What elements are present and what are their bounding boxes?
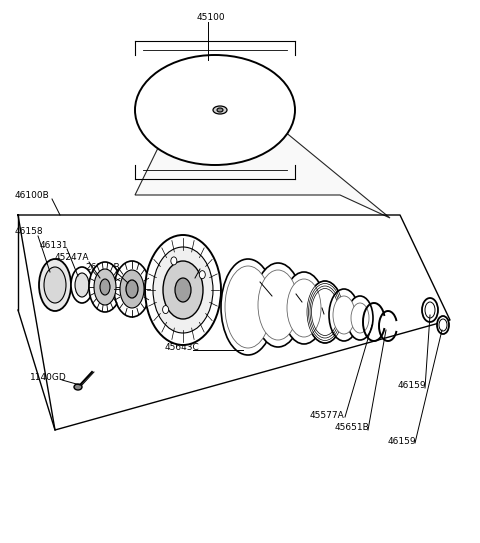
Polygon shape <box>18 215 450 430</box>
Ellipse shape <box>143 62 287 158</box>
Ellipse shape <box>71 267 93 303</box>
Ellipse shape <box>258 270 298 340</box>
Ellipse shape <box>135 55 295 165</box>
Text: 26112B: 26112B <box>85 263 120 273</box>
Ellipse shape <box>329 289 359 341</box>
Ellipse shape <box>213 106 227 114</box>
Ellipse shape <box>437 316 449 334</box>
Ellipse shape <box>333 296 355 334</box>
Text: 45643C: 45643C <box>165 344 200 352</box>
Ellipse shape <box>114 261 150 317</box>
Ellipse shape <box>199 270 205 279</box>
Ellipse shape <box>307 281 343 343</box>
Ellipse shape <box>422 298 438 322</box>
Ellipse shape <box>100 279 110 295</box>
Ellipse shape <box>126 280 138 298</box>
Text: 46131: 46131 <box>40 241 69 249</box>
Polygon shape <box>135 62 390 218</box>
Text: 45247A: 45247A <box>55 254 89 262</box>
Ellipse shape <box>75 273 89 297</box>
Text: 45577A: 45577A <box>310 411 345 420</box>
Text: 46100B: 46100B <box>15 191 50 199</box>
Ellipse shape <box>94 269 116 305</box>
Text: 45651B: 45651B <box>335 424 370 433</box>
Ellipse shape <box>74 384 82 390</box>
Ellipse shape <box>39 259 71 311</box>
Ellipse shape <box>225 266 271 348</box>
Ellipse shape <box>163 306 168 313</box>
Text: 45527A: 45527A <box>243 274 277 282</box>
Text: 46159: 46159 <box>398 381 427 389</box>
Ellipse shape <box>44 267 66 303</box>
Ellipse shape <box>170 80 260 140</box>
Ellipse shape <box>120 270 144 308</box>
Ellipse shape <box>287 279 321 337</box>
Text: 1140GD: 1140GD <box>30 374 67 382</box>
Ellipse shape <box>153 247 213 333</box>
Text: 46158: 46158 <box>15 228 44 237</box>
Text: 45681: 45681 <box>308 300 336 310</box>
Ellipse shape <box>439 319 447 331</box>
Text: 46155: 46155 <box>188 261 216 269</box>
Text: 46159: 46159 <box>388 438 417 446</box>
Ellipse shape <box>206 104 224 116</box>
Ellipse shape <box>187 92 243 128</box>
Ellipse shape <box>221 259 275 355</box>
Ellipse shape <box>254 263 302 347</box>
Ellipse shape <box>425 302 435 318</box>
Ellipse shape <box>347 296 373 340</box>
Ellipse shape <box>145 235 221 345</box>
Ellipse shape <box>155 70 275 150</box>
Text: 45100: 45100 <box>197 14 226 22</box>
Ellipse shape <box>163 261 203 319</box>
Ellipse shape <box>175 278 191 302</box>
Text: 45644: 45644 <box>280 286 308 294</box>
Ellipse shape <box>199 100 231 120</box>
Ellipse shape <box>171 257 177 265</box>
Ellipse shape <box>283 272 325 344</box>
Ellipse shape <box>351 303 369 333</box>
Ellipse shape <box>217 108 223 112</box>
Ellipse shape <box>89 262 121 312</box>
